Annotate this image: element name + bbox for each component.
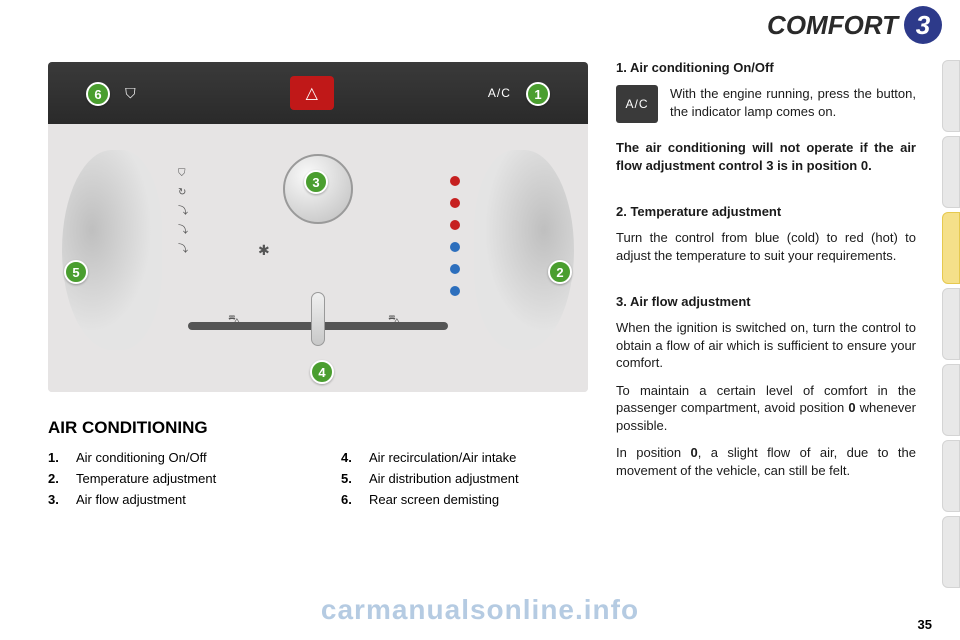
defrost-icon: ⛉: [125, 85, 136, 102]
legend-label: Air distribution adjustment: [369, 469, 519, 490]
side-tab: [942, 440, 960, 512]
air-mode-icon: ⤵: [178, 221, 188, 240]
section-1: 1. Air conditioning On/Off A/C With the …: [616, 60, 916, 174]
legend-row: 3. Air flow adjustment: [48, 490, 295, 511]
side-tab: [942, 516, 960, 588]
legend-label: Temperature adjustment: [76, 469, 216, 490]
air-mode-icon: ⛉: [178, 164, 188, 183]
ac-button-icon: A/C: [616, 85, 658, 123]
hazard-button-icon: △: [290, 76, 334, 110]
legend-col-left: 1. Air conditioning On/Off 2. Temperature …: [48, 448, 295, 510]
legend-row: 4. Air recirculation/Air intake: [341, 448, 588, 469]
right-text-column: 1. Air conditioning On/Off A/C With the …: [616, 60, 916, 510]
legend-label: Air conditioning On/Off: [76, 448, 207, 469]
ac-label-icon: A/C: [488, 86, 511, 100]
section-3-para1: When the ignition is switched on, turn t…: [616, 319, 916, 372]
recirculation-lever: [311, 292, 325, 346]
section-3-para3: In position 0, a slight flow of air, due…: [616, 444, 916, 479]
legend-label: Air flow adjustment: [76, 490, 186, 511]
callout-5: 5: [64, 260, 88, 284]
ac-diagram: ⛉ △ A/C ⛉ ↻ ⤵ ⤵ ⤵ ✱: [48, 62, 588, 392]
legend: 1. Air conditioning On/Off 2. Temperature …: [48, 448, 588, 510]
legend-num: 4.: [341, 448, 359, 469]
section-1-heading: 1. Air conditioning On/Off: [616, 60, 916, 75]
legend-row: 6. Rear screen demisting: [341, 490, 588, 511]
page-number: 35: [918, 617, 932, 632]
air-distribution-icons: ⛉ ↻ ⤵ ⤵ ⤵: [178, 164, 188, 259]
section-1-note: The air conditioning will not operate if…: [616, 139, 916, 174]
callout-4: 4: [310, 360, 334, 384]
car-icon: ⛍: [228, 312, 240, 328]
p3a: In position: [616, 445, 690, 460]
air-mode-icon: ↻: [178, 183, 188, 202]
section-title: AIR CONDITIONING: [48, 418, 588, 438]
air-mode-icon: ⤵: [178, 240, 188, 259]
temp-dot: [450, 198, 460, 208]
side-tab-active: [942, 212, 960, 284]
diagram-top-bar: ⛉ △ A/C: [48, 62, 588, 124]
page: COMFORT 3 ⛉ △ A/C ⛉ ↻ ⤵ ⤵ ⤵: [0, 0, 960, 640]
section-2: 2. Temperature adjustment Turn the contr…: [616, 204, 916, 264]
legend-row: 1. Air conditioning On/Off: [48, 448, 295, 469]
legend-num: 3.: [48, 490, 66, 511]
legend-num: 6.: [341, 490, 359, 511]
callout-2: 2: [548, 260, 572, 284]
section-1-para: With the engine running, press the butto…: [670, 85, 916, 120]
temp-dot: [450, 176, 460, 186]
legend-row: 5. Air distribution adjustment: [341, 469, 588, 490]
temperature-dots: [450, 176, 460, 296]
temp-dot: [450, 220, 460, 230]
car-icon: ⛍: [388, 312, 400, 328]
chapter-number-badge: 3: [904, 6, 942, 44]
temp-dot: [450, 242, 460, 252]
section-3-para2: To maintain a certain level of comfort i…: [616, 382, 916, 435]
diagram-body: ⛉ ↻ ⤵ ⤵ ⤵ ✱ ⛍ ⛍: [48, 124, 588, 392]
side-tabs: [942, 60, 960, 588]
side-tab: [942, 60, 960, 132]
left-text-column: AIR CONDITIONING 1. Air conditioning On/O…: [48, 418, 588, 510]
side-tab: [942, 136, 960, 208]
p3b: 0: [690, 445, 697, 460]
p2b: 0: [848, 400, 855, 415]
section-3-heading: 3. Air flow adjustment: [616, 294, 916, 309]
callout-1: 1: [526, 82, 550, 106]
legend-label: Air recirculation/Air intake: [369, 448, 516, 469]
legend-num: 2.: [48, 469, 66, 490]
legend-num: 1.: [48, 448, 66, 469]
page-header: COMFORT 3: [767, 6, 942, 44]
ac-inline-row: A/C With the engine running, press the b…: [616, 85, 916, 123]
legend-row: 2. Temperature adjustment: [48, 469, 295, 490]
callout-6: 6: [86, 82, 110, 106]
header-title: COMFORT: [767, 10, 898, 41]
watermark: carmanualsonline.info: [321, 594, 639, 626]
section-3: 3. Air flow adjustment When the ignition…: [616, 294, 916, 479]
section-2-heading: 2. Temperature adjustment: [616, 204, 916, 219]
section-2-para: Turn the control from blue (cold) to red…: [616, 229, 916, 264]
fan-icon: ✱: [258, 242, 270, 259]
legend-col-right: 4. Air recirculation/Air intake 5. Air dis…: [341, 448, 588, 510]
legend-label: Rear screen demisting: [369, 490, 499, 511]
legend-num: 5.: [341, 469, 359, 490]
callout-3: 3: [304, 170, 328, 194]
air-mode-icon: ⤵: [178, 202, 188, 221]
temp-dot: [450, 264, 460, 274]
side-tab: [942, 288, 960, 360]
temp-dot: [450, 286, 460, 296]
vent-left: [62, 150, 162, 350]
side-tab: [942, 364, 960, 436]
vent-right: [474, 150, 574, 350]
